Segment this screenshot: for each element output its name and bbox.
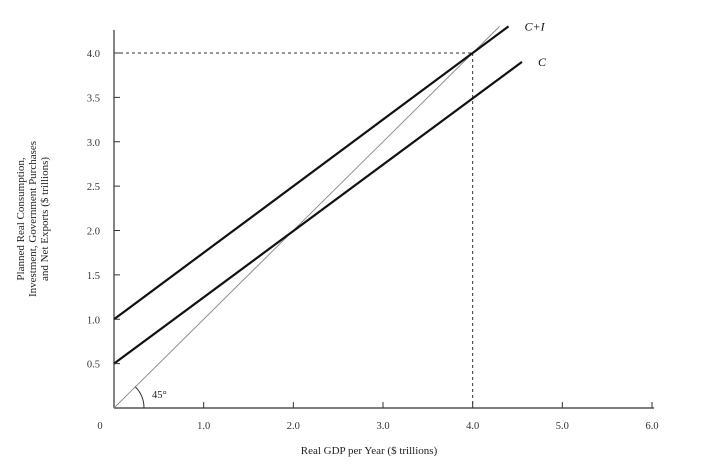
- y-tick-label: 2.0: [87, 227, 100, 238]
- y-tick-label: 3.5: [87, 93, 100, 104]
- y-tick-label: 1.5: [87, 271, 100, 282]
- axes: [113, 30, 654, 409]
- tick-labels: 1.0 2.0 3.0 4.0 5.0 6.0 0.5 1.0 1.5 2.0 2.5 3.0 3.5 4…: [87, 49, 659, 432]
- y-axis-title: Planned Real Consumption,Investment, Gov…: [15, 141, 51, 297]
- x-tick-label: 4.0: [466, 421, 479, 432]
- x-tick-label: 3.0: [376, 421, 389, 432]
- x-tick-label: 6.0: [645, 421, 658, 432]
- y-axis-title-line: and Net Exports ($ trillions): [39, 157, 51, 281]
- angle-label: 45°: [152, 390, 167, 401]
- reference-45-degree-line: [113, 26, 500, 409]
- y-tick-label: 0.5: [87, 360, 100, 371]
- series-line-c-plus-i: [113, 25, 510, 321]
- series-line-c: [113, 60, 523, 365]
- origin-label: 0: [97, 421, 102, 432]
- y-tick-label: 2.5: [87, 182, 100, 193]
- series-label-c-plus-i: C+I: [525, 19, 546, 33]
- chart-labels: C+I C 45° Real GDP per Year ($ trillions) Pl…: [15, 19, 547, 457]
- y-axis-title-line: Planned Real Consumption,: [15, 157, 27, 280]
- equilibrium-guides: [114, 52, 474, 408]
- angle-arc: [134, 386, 145, 409]
- y-tick-label: 3.0: [87, 138, 100, 149]
- x-tick-label: 1.0: [197, 421, 210, 432]
- x-tick-label: 5.0: [556, 421, 569, 432]
- series-lines: [113, 25, 523, 409]
- y-tick-label: 1.0: [87, 315, 100, 326]
- series-label-c: C: [538, 55, 547, 69]
- x-axis-title: Real GDP per Year ($ trillions): [301, 445, 438, 457]
- x-tick-label: 2.0: [287, 421, 300, 432]
- y-axis-title-line: Investment, Government Purchases: [27, 141, 39, 297]
- y-tick-label: 4.0: [87, 49, 100, 60]
